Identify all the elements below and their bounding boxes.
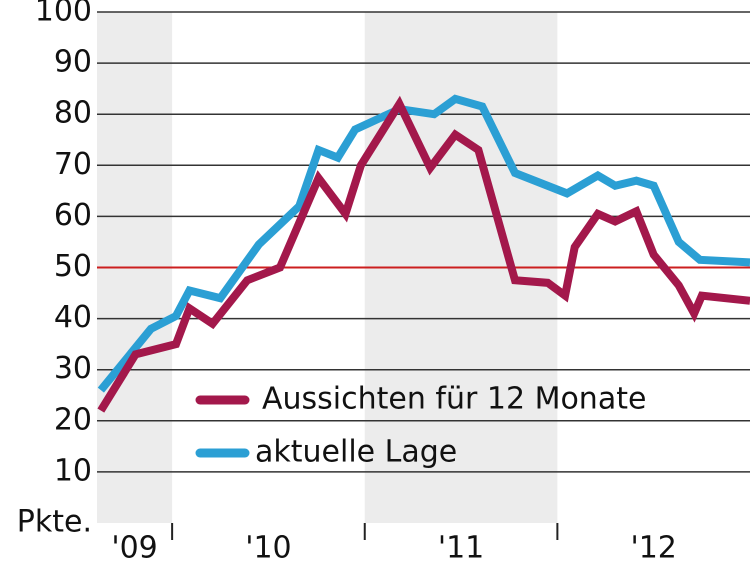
y-tick-label: 10 xyxy=(54,453,92,488)
series-line xyxy=(97,94,750,393)
y-tick-label: 30 xyxy=(54,351,92,386)
y-tick-label: 70 xyxy=(54,147,92,182)
x-tick-label: '11 xyxy=(438,531,484,563)
y-tick-label: 90 xyxy=(54,45,92,80)
plot-lines xyxy=(97,94,750,413)
legend-label: aktuelle Lage xyxy=(255,435,457,470)
series-line xyxy=(97,95,750,413)
y-tick-label: 40 xyxy=(54,300,92,335)
y-tick-label: 20 xyxy=(54,402,92,437)
y-tick-label: 60 xyxy=(54,198,92,233)
x-tick-label: '09 xyxy=(111,531,157,563)
legend-label: Aussichten für 12 Monate xyxy=(262,382,646,417)
x-tick-label: '10 xyxy=(245,531,291,563)
labels: '09 '10 '11 '12 10 20 30 40 50 60 70 80 90 100 Aussich… xyxy=(35,0,677,563)
y-tick-label: 100 xyxy=(35,0,92,29)
y-tick-label: 50 xyxy=(54,249,92,284)
x-tick-label: '12 xyxy=(630,531,676,563)
y-tick-label: 80 xyxy=(54,96,92,131)
y-axis-label: Pkte. xyxy=(17,505,92,540)
